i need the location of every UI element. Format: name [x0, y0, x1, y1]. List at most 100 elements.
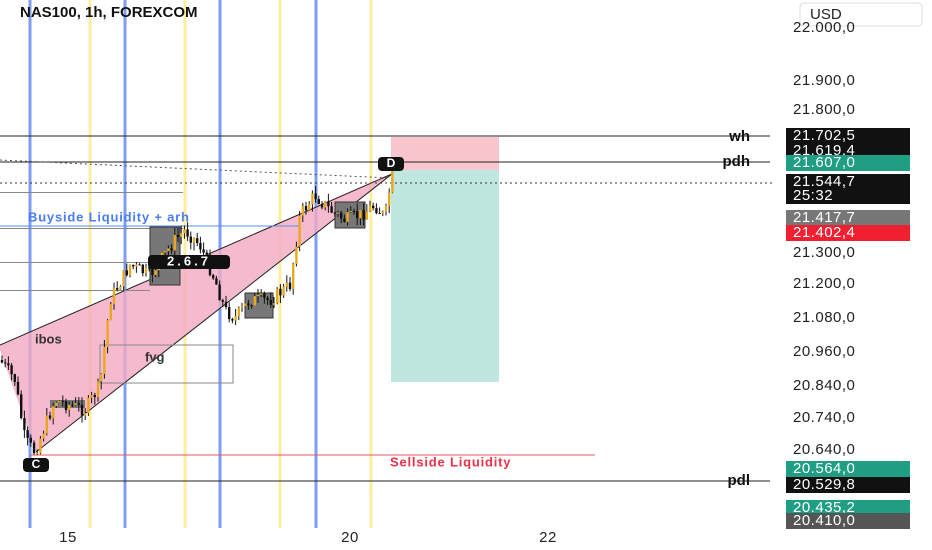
pattern-edge [35, 173, 393, 453]
currency-button[interactable] [799, 2, 923, 27]
price-badge-label: 20.564,0 [793, 460, 855, 477]
price-badge [786, 225, 910, 241]
candle-body [151, 267, 154, 275]
candle-body [80, 404, 84, 416]
candle-body [372, 205, 375, 209]
candle-body [180, 233, 183, 237]
price-badge-label: 21.619,4 [793, 142, 855, 159]
candle-body [170, 248, 173, 251]
symbol-title: NAS100, 1h, FOREXCOM [20, 4, 198, 21]
time-label: 22 [539, 529, 557, 546]
candle-body [119, 286, 122, 290]
candle-body [103, 346, 106, 374]
candle-body [183, 229, 186, 234]
candle-body [365, 211, 368, 220]
candle-body [164, 250, 167, 253]
candle-body [285, 282, 288, 287]
wh-label: wh [728, 128, 750, 145]
candle-body [42, 433, 45, 439]
price-label: 20.960,0 [793, 343, 855, 360]
fvg-label: fvg [145, 349, 165, 364]
candle-body [192, 238, 196, 243]
candle-body [282, 286, 285, 296]
candle-body [234, 316, 237, 321]
candle-body [212, 275, 215, 279]
candle-body [336, 212, 340, 214]
candle-body [276, 288, 279, 304]
candle-body [87, 397, 90, 414]
candle-body [26, 430, 29, 438]
candle-body [308, 204, 311, 211]
background-layer [0, 0, 775, 528]
point-badge [23, 458, 49, 472]
candle-body [381, 211, 384, 214]
candle-body [32, 442, 36, 454]
candle-body [10, 365, 13, 375]
candle-body [218, 284, 221, 301]
price-badge [786, 155, 910, 171]
candle-body [48, 415, 52, 419]
candle-body [359, 210, 362, 219]
candle-body [116, 288, 119, 290]
ibos-label: ibos [35, 331, 62, 346]
box-line [0, 262, 150, 263]
candle-body [263, 293, 266, 298]
candle-body [84, 413, 87, 416]
price-badge-label: 21.544,7 [793, 173, 855, 190]
price-axis: USD [775, 0, 932, 550]
candle-body [260, 293, 263, 295]
candle-body [0, 360, 4, 363]
price-badge [786, 461, 910, 477]
candle-body [125, 270, 128, 276]
candle-body [13, 374, 16, 382]
candle-body [176, 234, 180, 237]
candle-body [391, 169, 394, 193]
candle-body [23, 418, 26, 431]
price-badge-label: 21.417,7 [793, 209, 855, 226]
dotted-line [0, 159, 391, 179]
candle-body [356, 211, 359, 219]
candle-body [4, 362, 7, 364]
candle-body [90, 395, 93, 398]
candle-body [333, 212, 336, 214]
candle-body [205, 252, 208, 255]
price-badge [786, 174, 910, 190]
candle-body [202, 249, 205, 253]
candle-body [317, 199, 320, 204]
candle-body [324, 201, 327, 208]
price-labels: 22.000,0 21.900,0 21.800,0 21.300,0 21.200,0… [786, 19, 910, 529]
candle-body [250, 305, 253, 307]
price-label: 21.200,0 [793, 275, 855, 292]
price-label: 20.640,0 [793, 441, 855, 458]
candle-body [132, 264, 135, 267]
candle-body [368, 205, 372, 212]
candle-body [29, 437, 32, 443]
candle-body [61, 400, 64, 402]
candle-body [112, 288, 116, 305]
price-badge [786, 128, 910, 144]
candle-body [279, 288, 282, 296]
price-badge [786, 477, 910, 493]
price-badge [786, 188, 910, 204]
candle-body [135, 264, 138, 267]
candle-body [96, 381, 100, 397]
candle-body [128, 264, 132, 276]
candle-body [240, 306, 244, 308]
fvg-box [99, 344, 234, 384]
currency-label[interactable]: USD [810, 6, 842, 23]
candle-body [298, 215, 301, 247]
price-label: 21.080,0 [793, 309, 855, 326]
box-line [0, 192, 183, 193]
candle-body [288, 282, 292, 290]
box-line [0, 228, 183, 229]
candle-body [295, 246, 298, 264]
candle-body [144, 267, 148, 274]
candle-body [39, 438, 42, 454]
annotations: Buyside Liquidity + arh Sellside Liquidi… [20, 4, 750, 489]
candle-body [71, 404, 74, 406]
candle-body [378, 213, 381, 215]
candle-body [106, 319, 109, 347]
candle-body [148, 267, 151, 269]
point-label: C [32, 457, 41, 471]
candle-body [122, 270, 125, 287]
